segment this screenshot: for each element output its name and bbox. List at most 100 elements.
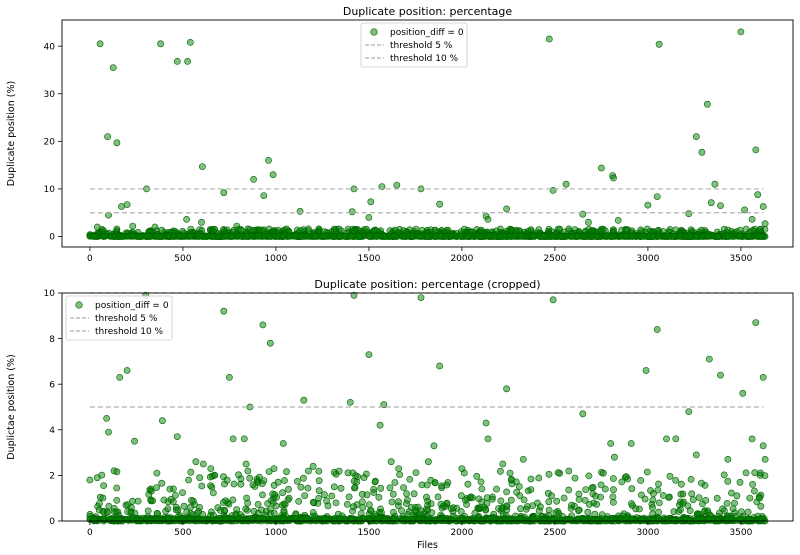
top-data-point (725, 232, 732, 240)
bottom-data-point (358, 498, 366, 506)
top-data-point (311, 232, 319, 240)
top-data-point (157, 40, 164, 48)
top-legend-label-threshold-5: threshold 5 % (390, 41, 453, 51)
bottom-data-point (362, 470, 370, 478)
bottom-data-point (180, 502, 188, 510)
bottom-data-point (751, 487, 758, 495)
top-data-point (129, 222, 137, 230)
bottom-data-point (736, 515, 744, 523)
top-data-point (378, 183, 386, 190)
bottom-data-point (93, 474, 101, 482)
bottom-data-point (592, 516, 600, 524)
bottom-x-tick-label: 2500 (543, 528, 566, 538)
bottom-data-point (449, 504, 457, 512)
bottom-data-point (279, 489, 286, 497)
bottom-data-point (498, 504, 506, 512)
bottom-legend-point-marker (75, 301, 83, 309)
top-data-point (143, 232, 150, 240)
bottom-data-point (320, 515, 328, 522)
top-data-point (199, 232, 207, 240)
bottom-data-point (540, 516, 548, 524)
bottom-data-point (101, 515, 109, 522)
bottom-data-point (545, 498, 553, 506)
top-data-point (754, 191, 762, 199)
top-data-point (714, 232, 721, 240)
top-data-point (320, 232, 328, 240)
bottom-x-tick-label: 1000 (264, 528, 287, 538)
bottom-data-point (597, 481, 605, 489)
bottom-data-point (293, 477, 301, 485)
bottom-data-point (607, 440, 615, 447)
bottom-data-point (270, 465, 278, 472)
bottom-data-point (725, 516, 732, 523)
bottom-data-point (705, 355, 713, 363)
bottom-data-point (262, 507, 270, 515)
bottom-data-point (100, 482, 107, 489)
bottom-data-point (335, 467, 343, 475)
bottom-data-point (188, 496, 195, 504)
bottom-data-point (457, 517, 465, 524)
bottom-data-point (153, 469, 161, 477)
top-data-point (436, 232, 444, 240)
bottom-data-point (584, 508, 592, 516)
bottom-data-point (503, 488, 510, 496)
bottom-data-point (320, 491, 328, 499)
bottom-data-point (482, 419, 490, 427)
top-data-point (622, 232, 630, 240)
top-data-point (220, 189, 228, 197)
top-data-point (677, 232, 684, 240)
bottom-data-point (394, 502, 402, 510)
bottom-data-point (713, 494, 721, 502)
bottom-data-point (91, 516, 98, 524)
bottom-data-point (304, 484, 312, 492)
bottom-data-point (346, 398, 354, 406)
bottom-data-point (227, 516, 235, 523)
top-data-point (737, 28, 745, 36)
bottom-data-point (412, 469, 420, 476)
top-data-point (93, 223, 101, 231)
top-data-point (581, 232, 589, 240)
bottom-data-point (702, 496, 710, 504)
bottom-data-point (565, 486, 573, 494)
bottom-data-point (692, 516, 700, 524)
top-legend-point-marker (370, 28, 378, 36)
bottom-data-point (628, 485, 636, 493)
bottom-data-point (655, 480, 662, 488)
bottom-data-point (233, 506, 241, 514)
bottom-data-point (211, 471, 218, 479)
top-data-point (269, 171, 277, 179)
top-y-tick-label: 30 (44, 90, 56, 100)
bottom-data-point (251, 483, 259, 490)
bottom-data-point (350, 503, 357, 511)
bottom-data-point (627, 440, 635, 447)
bottom-data-point (309, 462, 317, 470)
top-data-point (165, 232, 172, 240)
bottom-legend-label-position-diff: position_diff = 0 (95, 301, 169, 311)
bottom-data-point (380, 516, 388, 524)
bottom-data-point (301, 492, 309, 499)
top-data-point (598, 164, 605, 172)
bottom-data-point (295, 497, 303, 505)
top-data-point (391, 226, 399, 234)
top-data-point (761, 225, 769, 233)
top-data-point (478, 233, 486, 240)
top-data-point (717, 202, 724, 209)
bottom-data-point (607, 516, 614, 524)
bottom-data-point (424, 458, 432, 466)
bottom-data-point (396, 471, 403, 478)
bottom-data-point (742, 469, 750, 477)
top-x-tick-label: 3500 (729, 254, 752, 264)
bottom-data-point (517, 515, 525, 523)
top-data-point (393, 181, 401, 189)
top-data-point (265, 156, 272, 164)
top-x-tick-label: 1500 (357, 254, 380, 264)
bottom-data-point (689, 496, 697, 504)
bottom-data-point (131, 437, 138, 445)
top-x-tick-label: 2500 (543, 254, 566, 264)
bottom-data-point (348, 515, 356, 523)
bottom-data-point (415, 516, 422, 523)
bottom-data-point (503, 385, 510, 393)
bottom-data-point (685, 408, 693, 415)
top-data-point (741, 206, 748, 214)
bottom-data-point (160, 496, 168, 504)
